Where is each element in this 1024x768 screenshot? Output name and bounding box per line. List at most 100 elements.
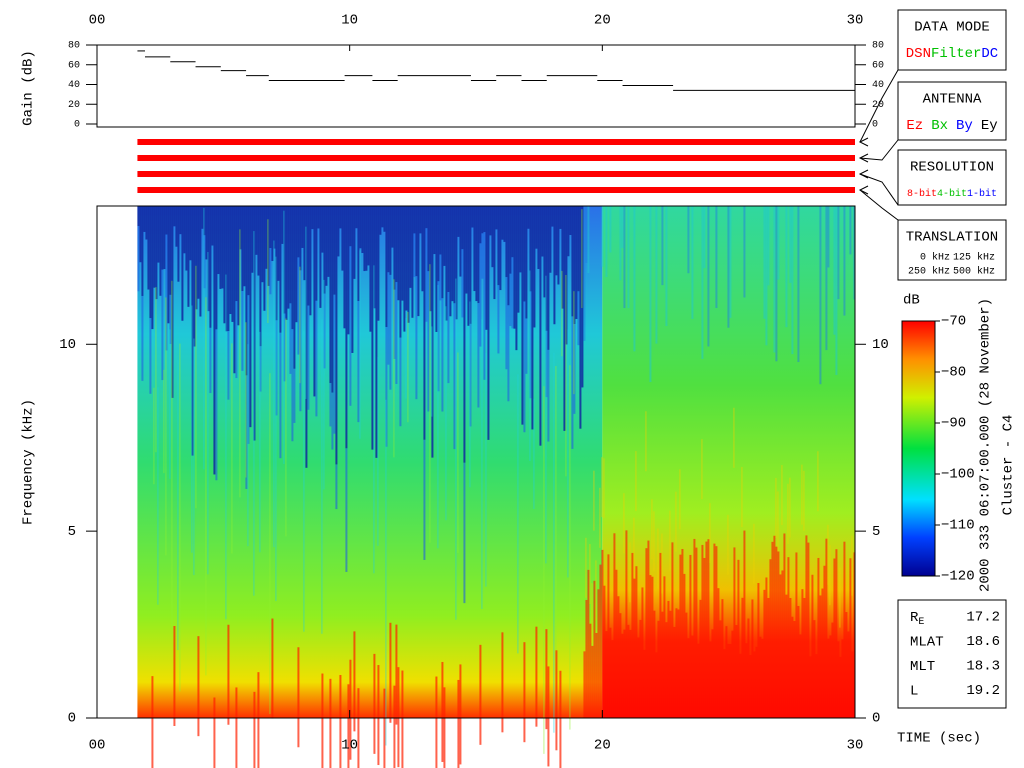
spectrogram-texture bbox=[371, 206, 374, 450]
x-tick-label: 10 bbox=[341, 13, 358, 29]
spectrogram-texture bbox=[679, 554, 682, 718]
spectrogram-texture bbox=[655, 206, 658, 344]
spectrogram-texture bbox=[215, 329, 218, 481]
spectrogram-texture bbox=[269, 248, 272, 295]
spectrogram-texture bbox=[841, 639, 844, 718]
spectrogram-texture bbox=[497, 206, 500, 286]
spectrogram-texture bbox=[417, 206, 420, 317]
spectrogram-texture bbox=[749, 655, 752, 718]
spectrogram-texture bbox=[391, 206, 394, 248]
spectrogram-texture bbox=[413, 206, 416, 234]
spectrogram-texture bbox=[401, 670, 404, 768]
spectrogram-texture bbox=[327, 206, 330, 277]
spectrogram-texture bbox=[463, 206, 466, 463]
spectrogram-texture bbox=[399, 337, 402, 427]
spectrogram-texture bbox=[273, 206, 276, 249]
spectrogram-texture bbox=[811, 574, 814, 718]
spectrogram-texture bbox=[303, 206, 306, 281]
spectrogram-texture bbox=[279, 206, 282, 333]
spectrogram-texture bbox=[289, 206, 292, 304]
spectrogram-texture bbox=[579, 206, 582, 429]
spectrogram-texture bbox=[293, 206, 296, 369]
spectrogram-texture bbox=[529, 270, 531, 461]
spectrogram-texture bbox=[833, 558, 836, 718]
panel-title: ANTENNA bbox=[923, 92, 982, 108]
spectrogram-texture bbox=[353, 631, 356, 732]
arrow-head bbox=[858, 153, 869, 163]
spectrogram-texture bbox=[485, 352, 487, 587]
spectrogram-texture bbox=[461, 206, 464, 250]
spectrogram-texture bbox=[487, 206, 490, 440]
spectrogram-texture bbox=[523, 642, 526, 743]
spectrogram-texture bbox=[505, 277, 508, 370]
panel-item: Ez bbox=[906, 118, 923, 134]
spectrogram-texture bbox=[301, 206, 304, 248]
spectrogram-texture bbox=[237, 206, 240, 326]
spectrogram-texture bbox=[791, 616, 794, 718]
spectrogram-texture bbox=[547, 349, 550, 442]
spectrogram-texture bbox=[173, 625, 176, 726]
spectrogram-texture bbox=[363, 206, 366, 272]
spectrogram-texture bbox=[817, 557, 820, 718]
spectrogram-texture bbox=[177, 359, 179, 651]
spectrogram-texture bbox=[783, 533, 786, 718]
spectrogram-texture bbox=[413, 233, 416, 278]
spectrogram-texture bbox=[763, 589, 766, 718]
spectrogram-texture bbox=[407, 311, 409, 423]
spectrogram-texture bbox=[843, 206, 846, 316]
spectrogram-texture bbox=[423, 206, 426, 440]
spectrogram-texture bbox=[545, 275, 547, 564]
spectrogram-texture bbox=[805, 535, 808, 718]
spectrogram-texture bbox=[373, 265, 375, 574]
x-tick-label: 10 bbox=[341, 738, 358, 754]
mode-bar bbox=[137, 187, 856, 193]
spectrogram-texture bbox=[357, 301, 360, 423]
spectrogram-texture bbox=[675, 608, 678, 718]
colorbar bbox=[901, 320, 936, 577]
spectrogram-texture bbox=[387, 272, 390, 365]
spectrogram-texture bbox=[427, 206, 430, 272]
info-label: MLAT bbox=[910, 634, 944, 650]
spectrogram-texture bbox=[479, 206, 482, 244]
y-tick-label-right: 0 bbox=[872, 120, 878, 131]
spectrogram-texture bbox=[323, 206, 326, 294]
spectrogram-texture bbox=[455, 278, 457, 620]
spectrogram-texture bbox=[605, 631, 608, 718]
spectrogram-texture bbox=[559, 670, 562, 768]
spectrogram-texture bbox=[319, 206, 322, 308]
spectrogram-texture bbox=[163, 369, 165, 474]
spectrogram-texture bbox=[477, 206, 480, 304]
panel-items: 8-bit4-bit1-bit bbox=[907, 188, 997, 200]
spectrogram-texture bbox=[137, 206, 140, 227]
spectrogram-texture bbox=[155, 206, 158, 300]
spectrogram-texture bbox=[651, 499, 653, 560]
spectrogram-texture bbox=[709, 503, 711, 564]
spectrogram-texture bbox=[519, 206, 522, 273]
x-tick-label: 20 bbox=[594, 738, 611, 754]
spectrogram-texture bbox=[651, 576, 654, 718]
spectrogram-texture bbox=[221, 206, 224, 289]
spectrogram-texture bbox=[623, 493, 625, 554]
spectrogram-texture bbox=[779, 574, 782, 718]
spectrogram-texture bbox=[299, 206, 302, 271]
legend-panel bbox=[897, 9, 1007, 71]
spectrogram-texture bbox=[247, 206, 250, 296]
spectrogram-texture bbox=[239, 206, 242, 250]
spectrogram-texture bbox=[235, 206, 238, 302]
spectrogram-texture bbox=[349, 659, 352, 760]
spectrogram-texture bbox=[511, 257, 514, 329]
spectrogram-texture bbox=[425, 228, 428, 322]
spectrogram-texture bbox=[329, 383, 332, 427]
spectrogram-texture bbox=[693, 538, 696, 718]
spectrogram-texture bbox=[469, 301, 471, 488]
spectrogram-texture bbox=[523, 301, 526, 433]
spectrogram-texture bbox=[231, 343, 233, 554]
spectrogram-texture bbox=[191, 305, 193, 553]
spectrogram-texture bbox=[623, 629, 626, 718]
spectrogram-texture bbox=[233, 206, 236, 374]
spectrogram-texture bbox=[833, 206, 836, 335]
spectrogram-texture bbox=[795, 552, 798, 718]
spectrogram-texture bbox=[165, 297, 167, 556]
